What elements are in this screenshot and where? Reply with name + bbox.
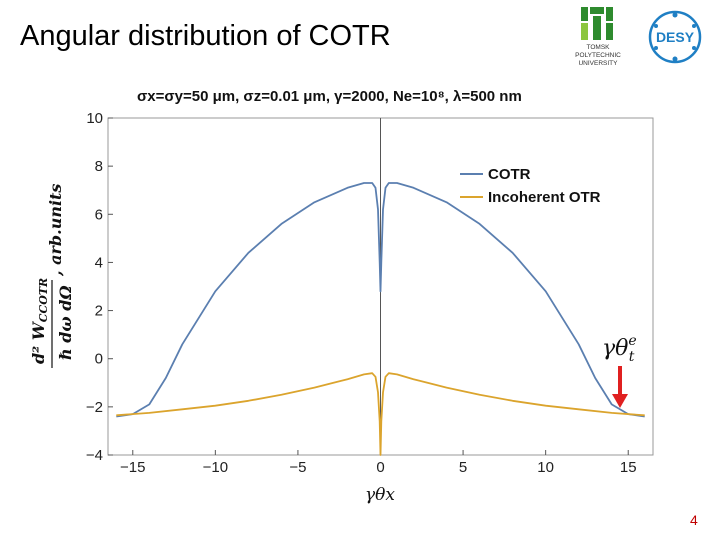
threshold-arrow-icon [612, 366, 628, 408]
y-axis-label: d² WCCOTR ℏ dω dΩ , arb.units [29, 184, 75, 368]
y-axis-ticks: −4 −2 0 2 4 6 8 10 [86, 110, 113, 464]
page-number: 4 [690, 512, 698, 528]
series-line-incoherent-otr [116, 372, 645, 456]
y-tick-label: 0 [95, 351, 103, 368]
tpu-logo-icon [581, 7, 613, 40]
legend: COTR Incoherent OTR [460, 166, 601, 206]
y-tick-label: −4 [86, 447, 103, 464]
y-tick-label: 6 [95, 206, 103, 223]
svg-text:d² WCCOTR: d² WCCOTR [29, 278, 50, 364]
desy-logo-label: DESY [656, 29, 695, 45]
chart-title: σx=σy=50 μm, σz=0.01 μm, γ=2000, Ne=10⁸,… [137, 88, 522, 105]
legend-label-cotr: COTR [488, 166, 531, 183]
x-tick-label: −5 [289, 459, 306, 476]
y-tick-label: 4 [95, 254, 103, 271]
y-label-suffix: , arb.units [46, 184, 65, 277]
y-tick-label: 8 [95, 158, 103, 175]
threshold-annotation: γθe t [602, 333, 637, 365]
x-tick-label: −15 [120, 459, 145, 476]
y-tick-label: 10 [86, 110, 103, 127]
plot-series [116, 182, 645, 456]
x-tick-label: −10 [203, 459, 228, 476]
x-tick-label: 15 [620, 459, 637, 476]
tpu-logo-text: TOMSK POLYTECHNIC UNIVERSITY [575, 44, 621, 67]
x-axis-ticks: −15 −10 −5 0 5 10 15 [120, 450, 637, 476]
y-label-subscript: CCOTR [37, 278, 50, 322]
y-label-numerator: d² W [29, 320, 48, 364]
desy-logo-icon: DESY [648, 10, 702, 64]
x-tick-label: 5 [459, 459, 467, 476]
x-axis-label: γθx [365, 485, 395, 505]
slide-title: Angular distribution of COTR [20, 20, 391, 52]
series-line-cotr [116, 182, 645, 418]
y-label-denominator: ℏ dω dΩ [56, 285, 75, 360]
x-tick-label: 10 [537, 459, 554, 476]
annotation-gamma-theta: γθe t [602, 333, 637, 365]
y-tick-label: 2 [95, 303, 103, 320]
x-tick-label: 0 [376, 459, 384, 476]
y-tick-label: −2 [86, 399, 103, 416]
legend-label-otr: Incoherent OTR [488, 189, 601, 206]
